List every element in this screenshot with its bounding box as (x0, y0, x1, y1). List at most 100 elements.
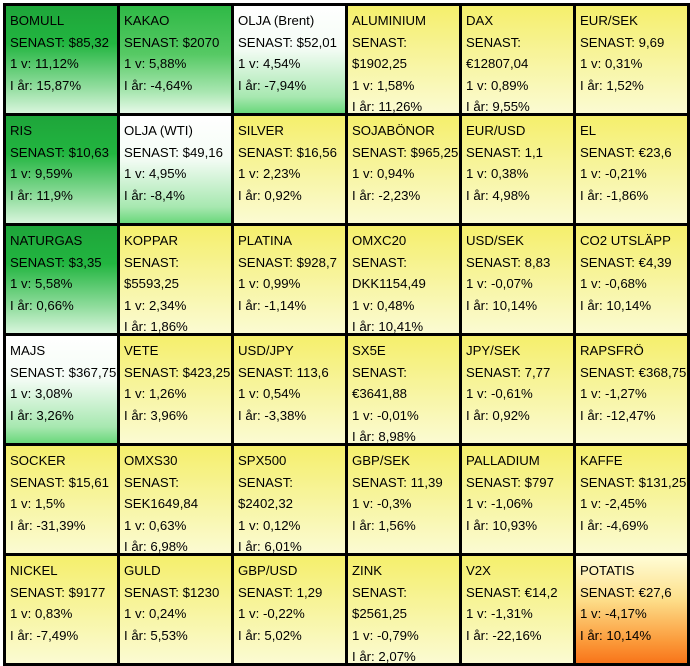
tile-week-change-value: 0,31% (604, 56, 643, 71)
tile-instrument-name: POTATIS (580, 563, 635, 578)
tile-week-change-value: 0,83% (34, 606, 73, 621)
tile-ytd-change: I år: -22,16% (466, 625, 573, 647)
tile-ytd-change-value: 10,14% (606, 627, 652, 643)
tile-week-change-label: 1 v: (580, 276, 602, 291)
tile-week-change: 1 v: -1,31% (466, 603, 573, 625)
tile-week-change: 1 v: -0,21% (580, 163, 687, 185)
tile-week-change-label: 1 v: (124, 517, 146, 533)
tile-ytd-change-value: -31,39% (36, 517, 86, 533)
tile-ytd-change-label: I år: (466, 297, 489, 313)
tile-last-price: SENAST: $131,25 (580, 472, 687, 494)
tile-last-price-value: DKK1154,49 (352, 276, 426, 291)
tile-ytd-change-value: -1,86% (606, 187, 649, 203)
market-tile: VETE SENAST: $423,25 1 v: 1,26% I år: 3,96% (120, 336, 231, 443)
tile-ytd-change-label: I år: (580, 517, 603, 533)
tile-last-price-value: €12807,04 (466, 56, 529, 71)
tile-last-price-label: SENAST: (580, 254, 635, 270)
tile-last-price: SENAST: €23,6 (580, 142, 687, 164)
tile-ytd-change-label: I år: (238, 407, 261, 423)
tile-week-change-value: 0,94% (376, 166, 415, 181)
tile-ytd-change-label: I år: (466, 99, 489, 113)
tile-last-price-value: $2561,25 (352, 606, 408, 621)
tile-last-price: SENAST: $3,35 (10, 252, 117, 274)
tile-last-price-label: SENAST: (238, 474, 293, 490)
tile-week-change: 1 v: 0,12% (238, 515, 345, 537)
tile-week-change-label: 1 v: (466, 276, 488, 291)
tile-week-change: 1 v: -4,17% (580, 603, 687, 625)
tile-ytd-change: I år: 15,87% (10, 75, 117, 97)
tile-last-price: SENAST: $15,61 (10, 472, 117, 494)
tile-ytd-change-value: 3,96% (150, 407, 188, 423)
tile-week-change: 1 v: 3,08% (10, 383, 117, 405)
tile-last-price-label: SENAST: (580, 584, 635, 600)
market-tile: POTATIS SENAST: €27,6 1 v: -4,17% I år: 10,… (576, 556, 687, 663)
tile-last-price-label: SENAST: (124, 584, 179, 600)
tile-week-change-label: 1 v: (352, 77, 374, 93)
tile-last-price-label: SENAST: (352, 34, 407, 50)
tile-week-change-label: 1 v: (124, 606, 146, 621)
market-tile: RAPSFRÖ SENAST: €368,75 1 v: -1,27% I år: -… (576, 336, 687, 443)
tile-ytd-change-label: I år: (580, 407, 603, 423)
tile-week-change: 1 v: 0,48% (352, 295, 459, 317)
tile-last-price-value: $3,35 (68, 254, 102, 270)
tile-ytd-change-label: I år: (466, 627, 489, 643)
tile-week-change-label: 1 v: (466, 166, 488, 181)
tile-last-price-label: SENAST: (238, 584, 293, 600)
tile-week-change-label: 1 v: (124, 297, 146, 313)
market-tile: SILVER SENAST: $16,56 1 v: 2,23% I år: 0,92… (234, 116, 345, 223)
tile-last-price-value: €14,2 (524, 584, 558, 600)
market-tile: PALLADIUM SENAST: $797 1 v: -1,06% I år: 10… (462, 446, 573, 553)
tile-ytd-change-value: 10,14% (606, 297, 652, 313)
tile-last-price: SENAST: $2402,32 (238, 472, 345, 515)
tile-last-price: SENAST: €3641,88 (352, 362, 459, 405)
tile-week-change-value: 2,34% (148, 297, 187, 313)
tile-ytd-change-value: -3,38% (264, 407, 307, 423)
tile-ytd-change: I år: -8,4% (124, 185, 231, 207)
tile-week-change: 1 v: 4,95% (124, 163, 231, 185)
tile-last-price: SENAST: $2561,25 (352, 582, 459, 625)
market-heatmap-grid: BOMULL SENAST: $85,32 1 v: 11,12% I år: 15,… (3, 3, 690, 666)
tile-week-change: 1 v: 0,24% (124, 603, 231, 625)
tile-ytd-change: I år: 10,14% (466, 295, 573, 317)
market-tile: USD/JPY SENAST: 113,6 1 v: 0,54% I år: -3,3… (234, 336, 345, 443)
tile-last-price-value: €368,75 (638, 364, 687, 380)
tile-last-price-label: SENAST: (124, 34, 179, 50)
market-tile: MAJS SENAST: $367,75 1 v: 3,08% I år: 3,26% (6, 336, 117, 443)
tile-last-price-label: SENAST: (580, 144, 635, 160)
market-tile: USD/SEK SENAST: 8,83 1 v: -0,07% I år: 10,1… (462, 226, 573, 333)
tile-instrument-name: DAX (466, 13, 494, 28)
tile-last-price-label: SENAST: (10, 364, 65, 380)
tile-ytd-change-value: -8,4% (150, 187, 185, 203)
tile-ytd-change: I år: -1,86% (580, 185, 687, 207)
tile-ytd-change: I år: -2,23% (352, 185, 459, 207)
tile-week-change: 1 v: -0,22% (238, 603, 345, 625)
tile-last-price-label: SENAST: (352, 474, 407, 490)
tile-last-price-value: $928,7 (296, 254, 337, 270)
tile-instrument-name: NATURGAS (10, 233, 83, 248)
tile-last-price-label: SENAST: (10, 254, 65, 270)
tile-week-change: 1 v: 0,94% (352, 163, 459, 185)
tile-week-change-value: 4,54% (262, 56, 301, 71)
tile-week-change: 1 v: 0,83% (10, 603, 117, 625)
tile-ytd-change-value: 1,56% (378, 517, 416, 533)
tile-last-price-value: €3641,88 (352, 386, 408, 401)
tile-last-price-label: SENAST: (124, 254, 179, 270)
tile-ytd-change: I år: 4,98% (466, 185, 573, 207)
tile-week-change: 1 v: 2,23% (238, 163, 345, 185)
tile-ytd-change: I år: 1,52% (580, 75, 687, 97)
tile-ytd-change-label: I år: (352, 517, 375, 533)
tile-instrument-name: EUR/SEK (580, 13, 638, 28)
market-tile: NICKEL SENAST: $9177 1 v: 0,83% I år: -7,49… (6, 556, 117, 663)
tile-last-price-value: $9177 (68, 584, 106, 600)
tile-ytd-change: I år: -7,94% (238, 75, 345, 97)
tile-ytd-change-value: 1,52% (606, 77, 644, 93)
tile-week-change-value: 2,23% (262, 166, 301, 181)
tile-last-price-value: $52,01 (296, 34, 337, 50)
tile-week-change: 1 v: -2,45% (580, 493, 687, 515)
tile-ytd-change-label: I år: (124, 407, 147, 423)
tile-ytd-change-label: I år: (580, 77, 603, 93)
tile-ytd-change-label: I år: (10, 77, 33, 93)
tile-ytd-change: I år: 1,86% (124, 316, 231, 333)
tile-ytd-change: I år: 3,26% (10, 405, 117, 427)
tile-week-change: 1 v: 0,63% (124, 515, 231, 537)
